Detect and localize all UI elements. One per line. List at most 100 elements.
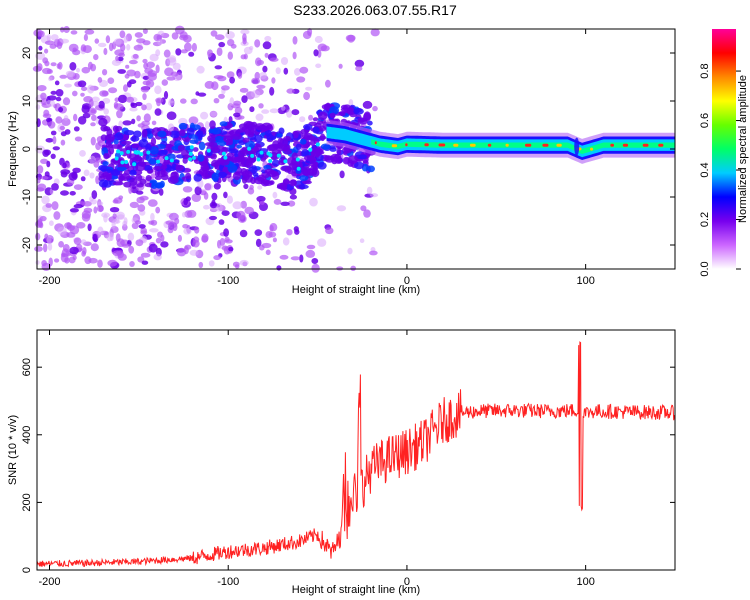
- spectral-cell: [60, 253, 69, 263]
- spectral-cell: [167, 226, 174, 234]
- spectral-cell: [309, 197, 318, 207]
- x-tick-label: -100: [217, 576, 239, 588]
- spectral-cell: [218, 158, 230, 166]
- spectral-cell: [240, 200, 247, 209]
- spectral-cell: [182, 186, 193, 193]
- spectral-cell: [145, 175, 152, 182]
- spectral-cell: [254, 123, 266, 131]
- spectral-cell: [357, 117, 365, 123]
- spectral-cell: [44, 149, 51, 156]
- spectral-cell: [255, 238, 262, 248]
- spectral-cell: [362, 100, 373, 109]
- spectral-cell: [289, 194, 297, 200]
- spectral-cell: [244, 121, 256, 131]
- spectral-cell: [40, 92, 47, 100]
- spectral-cell: [45, 99, 56, 107]
- snr-y-label: SNR (10 * v/v): [7, 415, 19, 485]
- spectral-cell: [293, 226, 299, 232]
- spectral-cell: [218, 219, 225, 225]
- spectral-cell: [212, 127, 221, 135]
- spectral-cell: [208, 169, 215, 175]
- x-tick-label: -200: [38, 576, 60, 588]
- spectral-cell: [123, 84, 128, 92]
- spectral-max: [424, 143, 429, 147]
- spectral-cell: [223, 228, 230, 237]
- spectral-cell: [170, 171, 179, 180]
- spectral-cell: [102, 161, 109, 166]
- spectral-cell: [191, 42, 197, 52]
- spectral-cell: [303, 155, 315, 161]
- spectral-cell: [47, 95, 57, 101]
- spectral-cell: [207, 134, 218, 143]
- spectral-cell: [217, 171, 227, 179]
- spectral-cell: [242, 137, 250, 143]
- spectral-peak: [296, 166, 301, 171]
- spectral-cell: [311, 263, 320, 273]
- spectral-cell: [229, 97, 235, 106]
- snr-x-label: Height of straight line (km): [292, 584, 420, 596]
- colorbar: 0.0 0.2 0.4 0.6 0.8 Normalized spectral ampl…: [699, 29, 749, 277]
- spectral-cell: [82, 103, 92, 110]
- spectral-cell: [128, 245, 135, 254]
- spectral-cell: [254, 134, 263, 143]
- spectral-cell: [143, 165, 153, 171]
- spectral-peak: [116, 149, 121, 154]
- spectral-cell: [132, 53, 139, 59]
- spectral-cell: [171, 32, 179, 40]
- spectral-cell: [299, 254, 304, 263]
- spectral-cell: [69, 225, 80, 235]
- spectral-cell: [310, 138, 316, 147]
- spectral-cell: [35, 260, 40, 265]
- spectrogram-y-label: Frequency (Hz): [7, 111, 19, 187]
- spectral-cell: [63, 115, 69, 121]
- spectral-cell: [73, 126, 80, 132]
- spectral-cell: [129, 169, 137, 176]
- figure-title: S233.2026.063.07.55.R17: [293, 2, 457, 18]
- spectral-cell: [279, 254, 289, 260]
- spectral-cell: [90, 136, 96, 146]
- spectral-cell: [105, 35, 111, 44]
- spectral-cell: [243, 46, 253, 55]
- spectral-cell: [89, 155, 96, 165]
- spectral-max: [642, 143, 649, 147]
- spectral-cell: [150, 212, 155, 222]
- spectral-cell: [98, 100, 105, 109]
- spectral-cell: [147, 199, 158, 207]
- spectral-cell: [181, 211, 187, 218]
- spectral-cell: [258, 103, 264, 109]
- spectral-cell: [129, 178, 138, 186]
- spectral-max: [505, 143, 509, 147]
- spectral-cell: [186, 127, 195, 137]
- spectral-cell: [119, 30, 126, 39]
- spectral-cell: [48, 76, 53, 82]
- spectral-cell: [65, 70, 74, 78]
- spectral-cell: [269, 225, 274, 232]
- spectral-cell: [151, 182, 158, 189]
- spectrogram-x-ticks: -200 -100 0 100: [38, 29, 595, 287]
- spectral-cell: [100, 125, 108, 132]
- spectral-cell: [59, 125, 66, 131]
- spectral-cell: [183, 228, 192, 235]
- spectral-cell: [160, 241, 169, 248]
- spectral-cell: [64, 129, 71, 135]
- spectral-cell: [271, 159, 281, 167]
- spectral-cell: [136, 115, 141, 122]
- spectral-cell: [299, 116, 306, 123]
- spectral-cell: [42, 113, 52, 118]
- spectral-peak: [295, 157, 300, 162]
- spectral-cell: [142, 28, 148, 34]
- spectral-cell: [281, 105, 286, 111]
- spectral-cell: [221, 210, 230, 217]
- spectral-cell: [226, 71, 235, 79]
- spectral-cell: [316, 120, 324, 125]
- spectral-cell: [205, 121, 210, 130]
- spectral-cell: [292, 51, 297, 60]
- spectral-cell: [72, 255, 77, 261]
- spectral-cell: [37, 85, 47, 92]
- spectral-cell: [97, 259, 103, 268]
- spectral-cell: [83, 207, 93, 214]
- spectral-cell: [197, 154, 205, 162]
- spectral-cell: [336, 205, 347, 212]
- spectral-cell: [248, 158, 257, 163]
